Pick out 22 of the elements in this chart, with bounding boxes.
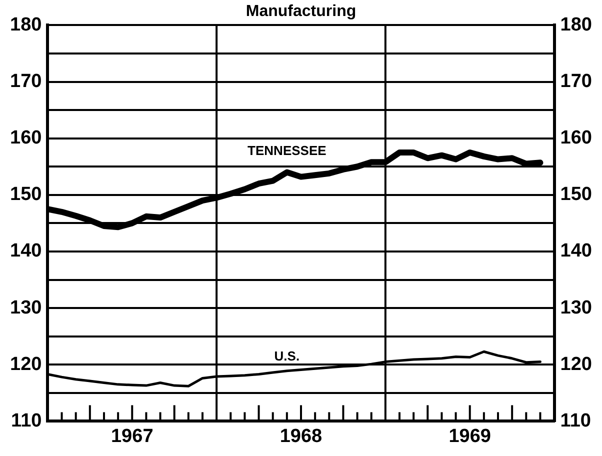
y-tick-label: 140 (10, 240, 42, 262)
y2-tick-label: 170 (560, 71, 592, 92)
y-tick-label: 120 (10, 354, 42, 375)
y2-tick-label: 150 (560, 184, 592, 206)
y-tick-label: 150 (10, 184, 42, 206)
y-tick-label: 130 (10, 297, 42, 318)
x-tick-label: 1967 (110, 426, 154, 447)
chart-title: Manufacturing (246, 3, 356, 20)
x-tick-label: 1969 (448, 426, 492, 447)
y2-tick-label: 140 (560, 240, 592, 262)
y-tick-label: 110 (11, 410, 42, 432)
y2-tick-label: 160 (560, 128, 592, 149)
y2-tick-label: 120 (560, 354, 592, 375)
x-tick-label: 1968 (280, 426, 322, 447)
y-tick-label: 170 (10, 71, 42, 92)
y2-tick-label: 110 (560, 410, 591, 432)
y-tick-label: 180 (10, 14, 42, 36)
y2-tick-label: 180 (560, 14, 592, 36)
y2-tick-label: 130 (560, 297, 592, 318)
y-tick-label: 160 (10, 128, 42, 149)
series-label: U.S. (274, 348, 300, 364)
series-label: TENNESSEE (248, 142, 327, 158)
